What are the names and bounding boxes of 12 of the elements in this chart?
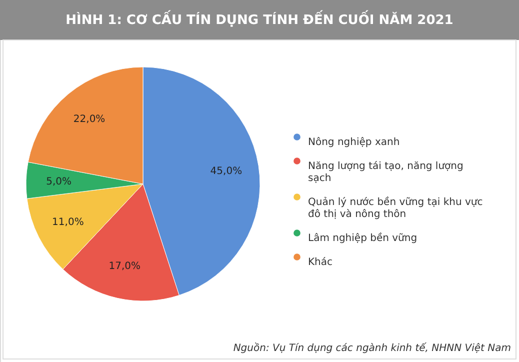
legend-label: Năng lượng tái tạo, năng lượng sạch bbox=[308, 161, 464, 184]
legend-label: Lâm nghiệp bền vững bbox=[308, 232, 418, 244]
text: Nguồn: Vụ Tín dụng các ngành kinh tế, NHNN Việt Nam bbox=[233, 342, 512, 354]
data-label: 5,0% bbox=[46, 176, 72, 188]
data-label: 22,0% bbox=[73, 114, 106, 126]
legend-label: Quản lý nước bền vững tại khu vực đô thị và nông thôn bbox=[308, 196, 483, 220]
data-label: 11,0% bbox=[52, 217, 84, 228]
data-label: 17,0% bbox=[108, 261, 141, 272]
data-label: 45,0% bbox=[210, 166, 242, 177]
chart-title: HÌNH 1: CƠ CẤU TÍN DỤNG TÍNH ĐẾN CUỐI NĂM 2021 bbox=[66, 10, 454, 28]
legend-label: Khác bbox=[308, 257, 333, 268]
legend-label: Nông nghiệp xanh bbox=[308, 137, 400, 148]
